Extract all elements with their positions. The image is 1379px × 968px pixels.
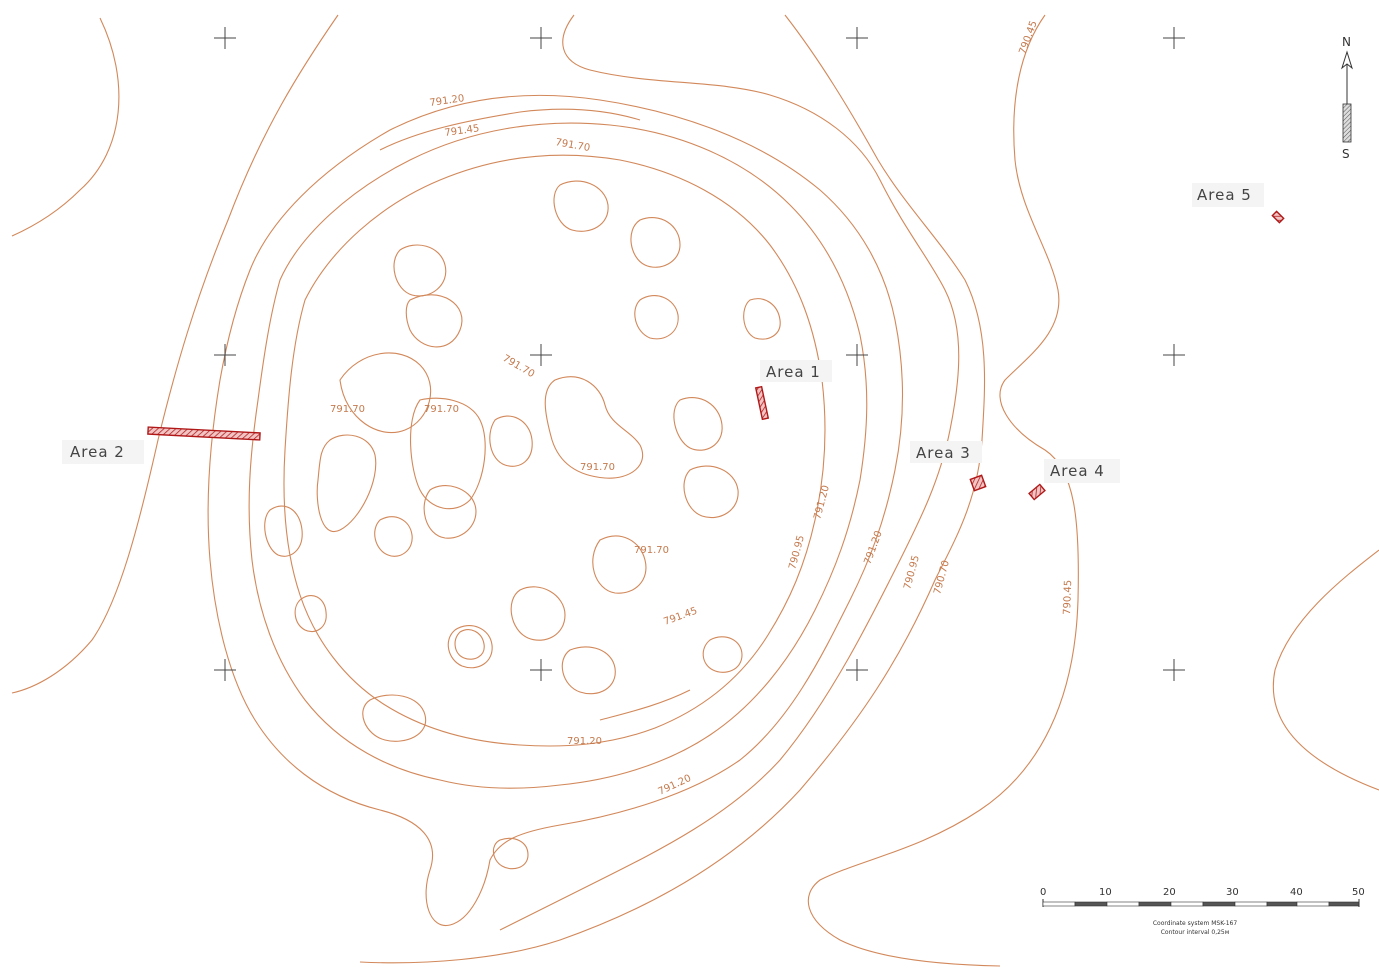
area-3-trench[interactable] bbox=[969, 474, 987, 492]
grid-cross bbox=[214, 659, 236, 681]
inner-contours bbox=[264, 108, 781, 870]
contour-label: 791.70 bbox=[580, 462, 615, 473]
contour-label: 791.70 bbox=[330, 404, 365, 415]
scale-tick: 30 bbox=[1226, 887, 1239, 898]
contour-label: 790.95 bbox=[787, 534, 807, 571]
grid-cross bbox=[846, 27, 868, 49]
grid-markers bbox=[214, 27, 1185, 681]
contour-label: 791.20 bbox=[812, 484, 832, 521]
contour-label: 790.70 bbox=[932, 559, 952, 596]
grid-cross bbox=[1163, 27, 1185, 49]
grid-cross bbox=[530, 344, 552, 366]
scale-tick: 0 bbox=[1040, 887, 1046, 898]
contour-label: 790.45 bbox=[1017, 19, 1039, 56]
contour-label: 791.20 bbox=[862, 529, 884, 566]
area-1-label: Area 1 bbox=[766, 363, 821, 381]
contour-labels: 791.20 791.45 791.70 790.45 791.70 791.7… bbox=[330, 19, 1074, 797]
grid-cross bbox=[530, 27, 552, 49]
area-3-label: Area 3 bbox=[916, 444, 971, 462]
area-4-trench[interactable] bbox=[1028, 483, 1046, 501]
grid-cross bbox=[530, 659, 552, 681]
contour-label: 790.45 bbox=[1062, 580, 1074, 615]
south-label: S bbox=[1342, 147, 1350, 161]
contour-label: 791.20 bbox=[567, 736, 602, 747]
coordinate-system: Coordinate system MSK-167 bbox=[1153, 920, 1237, 927]
area-1-trench[interactable] bbox=[754, 385, 770, 421]
area-5-label: Area 5 bbox=[1197, 186, 1252, 204]
north-label: N bbox=[1342, 35, 1351, 49]
contour-label: 791.45 bbox=[444, 123, 480, 139]
scale-tick: 20 bbox=[1163, 887, 1176, 898]
contour-label: 791.20 bbox=[429, 93, 465, 109]
contour-label: 791.70 bbox=[424, 404, 459, 415]
grid-cross bbox=[1163, 344, 1185, 366]
grid-cross bbox=[846, 659, 868, 681]
outer-contours bbox=[11, 14, 1379, 967]
scale-bar: 0 10 20 30 40 50 Coordinate system MSK-1… bbox=[1040, 887, 1365, 936]
grid-cross bbox=[214, 344, 236, 366]
area-4-label: Area 4 bbox=[1050, 462, 1105, 480]
contour-label: 791.70 bbox=[554, 137, 590, 154]
grid-cross bbox=[846, 344, 868, 366]
north-arrow: N S bbox=[1341, 35, 1353, 161]
mound-contours bbox=[207, 94, 904, 927]
grid-cross bbox=[1163, 659, 1185, 681]
scale-tick: 10 bbox=[1099, 887, 1112, 898]
contour-label: 791.70 bbox=[634, 545, 669, 556]
excavation-areas bbox=[147, 210, 1285, 501]
contour-interval: Contour interval 0,25м bbox=[1161, 929, 1230, 936]
area-labels: Area 1 Area 2 Area 3 Area 4 Area 5 bbox=[62, 183, 1264, 483]
contour-label: 791.45 bbox=[662, 606, 699, 628]
grid-cross bbox=[214, 27, 236, 49]
contour-label: 790.95 bbox=[902, 554, 922, 591]
scale-tick: 50 bbox=[1352, 887, 1365, 898]
scale-tick: 40 bbox=[1290, 887, 1303, 898]
area-2-label: Area 2 bbox=[70, 443, 125, 461]
area-2-trench[interactable] bbox=[147, 426, 261, 441]
area-5-trench[interactable] bbox=[1271, 210, 1285, 224]
contour-label: 791.70 bbox=[501, 353, 537, 380]
